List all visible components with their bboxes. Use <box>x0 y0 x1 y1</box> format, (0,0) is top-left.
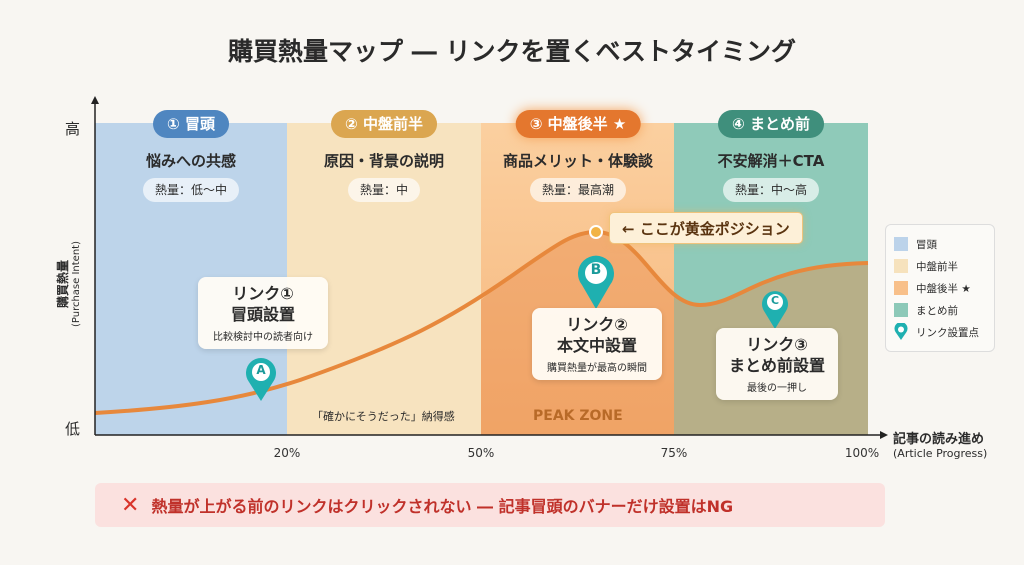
x-tick-50: 50% <box>467 446 495 460</box>
legend: 冒頭 中盤前半 中盤後半 ★ まとめ前 リンク設置点 <box>885 224 995 352</box>
link-2-subtitle: 本文中設置 <box>556 336 637 355</box>
y-axis-sub: (Purchase Intent) <box>71 241 82 328</box>
pin-c-icon <box>762 291 788 329</box>
peak-dot <box>589 225 603 239</box>
phase-heading-2: 原因・背景の説明 <box>323 152 445 170</box>
phase-2-note: 「確かにそうだった」納得感 <box>312 410 455 423</box>
link-2-note: 購買熱量が最高の瞬間 <box>547 363 647 374</box>
legend-label: 中盤後半 ★ <box>916 282 971 295</box>
golden-position-callout: ← ここが黄金ポジション <box>609 212 803 244</box>
link-2-card: リンク② 本文中設置 購買熱量が最高の瞬間 <box>532 308 662 380</box>
link-1-note: 比較検討中の読者向け <box>213 332 313 343</box>
pin-b-icon <box>578 255 614 309</box>
pin-icon <box>894 323 908 340</box>
warning-text: 熱量が上がる前のリンクはクリックされない ― 記事冒頭のバナーだけ設置はNG <box>151 497 734 516</box>
pin-b-label: B <box>590 262 602 278</box>
page-title: 購買熱量マップ ― リンクを置くベストタイミング <box>228 37 796 66</box>
legend-item: 中盤後半 ★ <box>894 277 986 299</box>
phase-heat-3: 熱量：最高潮 <box>529 178 627 202</box>
pin-c-label: C <box>770 294 780 307</box>
link-3-title: リンク③ <box>746 335 808 354</box>
link-1-card: リンク① 冒頭設置 比較検討中の読者向け <box>198 277 328 349</box>
link-3-subtitle: まとめ前設置 <box>728 356 825 375</box>
link-3-card: リンク③ まとめ前設置 最後の一押し <box>716 328 838 400</box>
phase-badge-4: ④ まとめ前 <box>718 110 824 138</box>
phase-heading-1: 悩みへの共感 <box>145 152 237 170</box>
y-axis-title: 購買熱量 (Purchase Intent) <box>56 234 84 334</box>
phase-heading-3: 商品メリット・体験談 <box>502 152 654 170</box>
phase-heat-2: 熱量：中 <box>347 178 421 202</box>
cross-icon: ✕ <box>121 492 140 518</box>
legend-label: 冒頭 <box>916 238 937 251</box>
legend-label: まとめ前 <box>916 304 958 317</box>
legend-item: 冒頭 <box>894 233 986 255</box>
legend-label: リンク設置点 <box>916 326 979 339</box>
phase-heading-4: 不安解消＋CTA <box>717 152 825 170</box>
legend-swatch <box>894 237 908 251</box>
y-axis-arrow <box>91 96 99 104</box>
x-tick-20: 20% <box>273 446 301 460</box>
link-1-subtitle: 冒頭設置 <box>230 305 295 324</box>
x-tick-100: 100% <box>844 446 880 460</box>
link-2-title: リンク② <box>566 315 628 334</box>
phase-badge-2: ② 中盤前半 <box>331 110 437 138</box>
y-high-label: 高 <box>65 120 81 138</box>
peak-zone-label: PEAK ZONE <box>533 408 623 424</box>
x-axis-arrow <box>880 431 888 439</box>
y-low-label: 低 <box>65 420 81 438</box>
link-3-note: 最後の一押し <box>747 383 807 394</box>
legend-swatch <box>894 281 908 295</box>
phase-badge-3: ③ 中盤後半 ★ <box>515 110 641 138</box>
pin-a-label: A <box>256 363 266 377</box>
phase-heat-4: 熱量：中〜高 <box>722 178 820 202</box>
link-1-title: リンク① <box>232 284 294 303</box>
x-axis-label: 記事の読み進め <box>893 432 985 447</box>
legend-item: 中盤前半 <box>894 255 986 277</box>
phase-heat-1: 熱量：低〜中 <box>142 178 240 202</box>
x-axis-sub: (Article Progress) <box>893 447 988 460</box>
pin-a-icon <box>246 358 276 401</box>
y-axis-label: 購買熱量 <box>56 260 70 309</box>
warning-banner: ✕ 熱量が上がる前のリンクはクリックされない ― 記事冒頭のバナーだけ設置はNG <box>95 483 885 527</box>
legend-item: まとめ前 <box>894 299 986 321</box>
phase-badge-1: ① 冒頭 <box>153 110 229 138</box>
x-tick-75: 75% <box>660 446 688 460</box>
legend-label: 中盤前半 <box>916 260 958 273</box>
phase-3-area <box>481 123 674 435</box>
legend-swatch <box>894 259 908 273</box>
legend-swatch <box>894 303 908 317</box>
legend-item: リンク設置点 <box>894 321 986 343</box>
